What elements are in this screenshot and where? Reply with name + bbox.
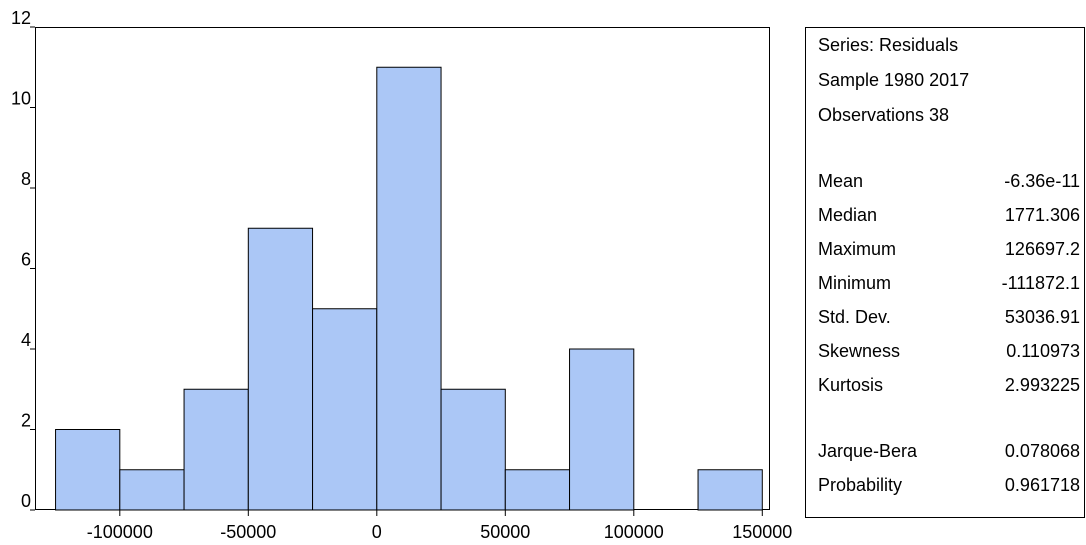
stats-value: 53036.91: [1005, 307, 1080, 327]
stats-label: Mean: [818, 171, 863, 191]
histogram-bar: [119, 469, 185, 511]
stats-label: Skewness: [818, 341, 900, 361]
stats-label: Std. Dev.: [818, 307, 891, 327]
x-tick-label: 100000: [604, 522, 664, 542]
y-tick-label: 6: [21, 249, 31, 269]
histogram-bar: [569, 348, 635, 511]
stats-value: 0.961718: [1005, 475, 1080, 495]
stats-label: Kurtosis: [818, 375, 883, 395]
histogram-bar: [247, 227, 314, 511]
y-tick-label: 12: [11, 8, 31, 28]
stats-value: 0.110973: [1006, 341, 1080, 361]
stats-box: [805, 27, 1085, 518]
histogram-bar: [697, 469, 763, 511]
stats-header: Observations 38: [818, 105, 949, 125]
x-tick-label: -100000: [87, 522, 153, 542]
histogram-bar: [440, 388, 506, 511]
histogram-bar: [312, 308, 378, 511]
x-tick-label: 0: [372, 522, 382, 542]
stats-header: Sample 1980 2017: [818, 70, 969, 90]
stats-label: Median: [818, 205, 877, 225]
stats-label: Maximum: [818, 239, 896, 259]
histogram-bar: [55, 429, 121, 511]
y-tick-label: 2: [21, 410, 31, 430]
x-tick-label: 50000: [480, 522, 530, 542]
stats-value: 2.993225: [1005, 375, 1080, 395]
y-tick-label: 0: [21, 491, 31, 511]
stats-value: 1771.306: [1005, 205, 1080, 225]
stats-header: Series: Residuals: [818, 35, 958, 55]
histogram-bar: [504, 469, 571, 511]
stats-value: -111872.1: [1002, 273, 1080, 293]
stats-value: 0.078068: [1005, 441, 1080, 461]
stats-value: 126697.2: [1005, 239, 1080, 259]
histogram-bar: [183, 388, 249, 511]
y-tick-label: 10: [11, 88, 31, 108]
stats-label: Probability: [818, 475, 902, 495]
histogram-bar: [376, 66, 442, 511]
stats-label: Jarque-Bera: [818, 441, 918, 461]
x-tick-label: -50000: [220, 522, 276, 542]
stats-label: Minimum: [818, 273, 891, 293]
y-tick-label: 8: [21, 169, 31, 189]
x-tick-label: 150000: [732, 522, 792, 542]
y-tick-label: 4: [21, 330, 31, 350]
stats-value: -6.36e-11: [1004, 171, 1080, 191]
